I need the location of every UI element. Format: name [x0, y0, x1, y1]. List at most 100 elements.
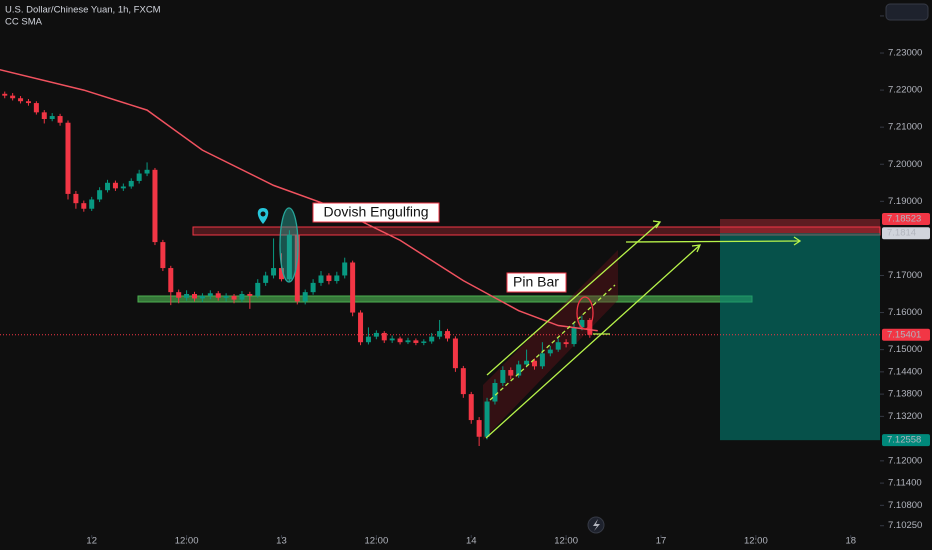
y-tick-label: 7.16000: [888, 307, 922, 318]
price-tag-label: 7.18523: [887, 214, 921, 225]
candle-body: [89, 199, 95, 209]
candle-body: [160, 242, 166, 269]
top-button[interactable]: [885, 3, 929, 21]
y-tick-label: 7.13200: [888, 411, 922, 422]
channel-top: [486, 221, 661, 376]
candle-body: [571, 327, 577, 345]
candle-body: [192, 294, 198, 299]
candle-body: [278, 268, 284, 280]
candle-body: [184, 294, 190, 298]
price-tag: [882, 328, 930, 341]
chart-subtitle: CC SMA: [5, 17, 43, 28]
candle-body: [97, 190, 103, 200]
candle-body: [429, 336, 435, 342]
annotation-box: [506, 272, 567, 293]
candle-body: [413, 340, 419, 343]
candle-body: [223, 295, 229, 298]
pin-highlight: [576, 296, 594, 330]
candle-body: [539, 353, 545, 367]
x-tick-label: 12:00: [744, 536, 768, 547]
candle-body: [342, 262, 348, 276]
y-tick-label: 7.21000: [888, 122, 922, 133]
candle-body: [484, 401, 490, 437]
candle-body: [492, 382, 498, 402]
y-tick-label: 7.10250: [888, 520, 922, 531]
candle-body: [587, 319, 593, 335]
price-tag-label: 7.15401: [887, 329, 921, 340]
y-tick-label: 7.17000: [888, 270, 922, 281]
candle-body: [516, 364, 522, 376]
candle-body: [468, 394, 474, 421]
candle-body: [231, 295, 237, 300]
candle-body: [144, 169, 150, 174]
x-tick-label: 13: [276, 536, 287, 547]
y-tick-label: 7.11400: [888, 478, 922, 489]
y-tick-label: 7.12000: [888, 455, 922, 466]
y-tick-label: 7.20000: [888, 159, 922, 170]
price-tag: [882, 434, 930, 447]
candle-body: [168, 268, 174, 293]
candle-body: [25, 101, 31, 104]
candle-body: [555, 342, 561, 350]
candle-body: [547, 349, 553, 354]
y-tick-label: 7.15000: [888, 344, 922, 355]
support-zone: [137, 295, 753, 303]
candle-body: [65, 122, 71, 194]
candle-body: [365, 336, 371, 343]
annotation: Dovish Engulfing: [323, 204, 428, 220]
candle-body: [255, 282, 261, 296]
candle-body: [437, 331, 443, 337]
candle-body: [271, 268, 277, 276]
x-tick-label: 12:00: [175, 536, 199, 547]
resistance-zone: [192, 226, 881, 236]
x-tick-label: 12:00: [554, 536, 578, 547]
x-tick-label: 12: [86, 536, 97, 547]
candle-body: [476, 420, 482, 437]
candle-body: [199, 295, 205, 299]
y-tick-label: 7.13800: [888, 389, 922, 400]
candle-body: [286, 234, 292, 280]
candle-body: [326, 275, 332, 282]
candle-body: [579, 319, 585, 328]
candle-body: [112, 182, 118, 189]
candle-body: [136, 173, 142, 181]
candle-body: [18, 98, 24, 102]
candle-body: [310, 282, 316, 293]
price-tag: [882, 213, 930, 226]
stop-zone: [720, 219, 880, 234]
target-zone: [720, 233, 880, 441]
candle-body: [176, 292, 182, 298]
candle-body: [105, 182, 111, 191]
candle-body: [33, 103, 39, 113]
price-tag-label: 7.12558: [887, 435, 921, 446]
y-tick-label: 7.22000: [888, 85, 922, 96]
candle-body: [531, 360, 537, 367]
arrow-head: [793, 236, 802, 246]
candle-body: [508, 370, 514, 376]
marker-dot: [260, 211, 266, 217]
candle-body: [41, 112, 47, 120]
y-tick-label: 7.19000: [888, 196, 922, 207]
candle-body: [405, 340, 411, 343]
price-tag: [882, 227, 930, 240]
candle-body: [318, 275, 324, 283]
candle-body: [350, 262, 356, 313]
y-tick-label: 7.14400: [888, 366, 922, 377]
candle-body: [421, 341, 427, 343]
price-tag-label: 7.1814: [887, 228, 916, 239]
candle-body: [57, 116, 63, 123]
candle-body: [239, 294, 245, 300]
candle-body: [10, 95, 16, 99]
channel-mid: [489, 284, 616, 401]
candle-body: [73, 193, 79, 204]
candle-body: [302, 292, 308, 302]
arrow-head: [652, 220, 662, 229]
arrow-head: [691, 244, 702, 253]
candle-body: [500, 370, 506, 383]
candle-body: [263, 275, 269, 283]
candle-body: [294, 234, 300, 302]
candle-body: [373, 332, 379, 337]
candle-body: [49, 116, 55, 120]
candle-body: [460, 368, 466, 395]
